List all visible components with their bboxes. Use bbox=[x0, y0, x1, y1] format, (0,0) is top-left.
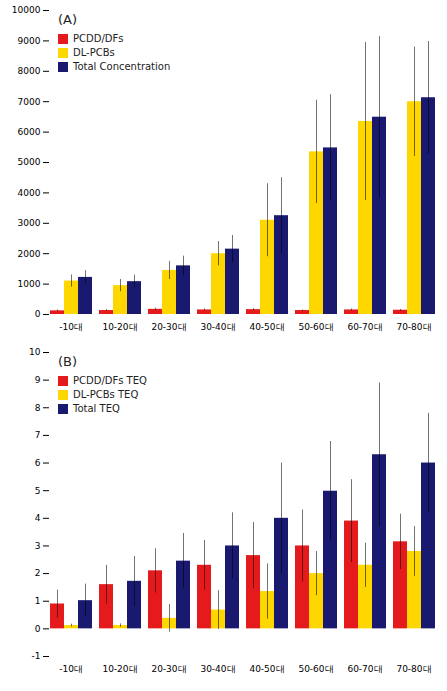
svg-text:-1: -1 bbox=[32, 651, 41, 661]
html-text:(A): (A) bbox=[58, 12, 77, 27]
svg-text:50-60대: 50-60대 bbox=[298, 664, 333, 674]
svg-text:2: 2 bbox=[35, 568, 41, 578]
svg-text:8000: 8000 bbox=[18, 66, 41, 76]
svg-text:40-50대: 40-50대 bbox=[249, 664, 284, 674]
svg-text:10-20대: 10-20대 bbox=[102, 322, 137, 332]
html-text:DL-PCBs TEQ: DL-PCBs TEQ bbox=[73, 389, 139, 400]
html-text:PCDD/DFs TEQ: PCDD/DFs TEQ bbox=[73, 375, 147, 386]
svg-text:3000: 3000 bbox=[18, 218, 41, 228]
svg-text:20-30대: 20-30대 bbox=[151, 322, 186, 332]
svg-text:-10대: -10대 bbox=[59, 664, 83, 674]
html-text:Total Concentration: Total Concentration bbox=[73, 61, 171, 72]
svg-text:0: 0 bbox=[35, 309, 41, 319]
svg-text:40-50대: 40-50대 bbox=[249, 322, 284, 332]
svg-text:-10대: -10대 bbox=[59, 322, 83, 332]
svg-text:60-70대: 60-70대 bbox=[347, 664, 382, 674]
svg-text:30-40대: 30-40대 bbox=[200, 322, 235, 332]
html-text:PCDD/DFs: PCDD/DFs bbox=[73, 33, 124, 44]
html-text:Total TEQ: Total TEQ bbox=[73, 403, 120, 414]
svg-text:1: 1 bbox=[35, 596, 41, 606]
svg-text:10: 10 bbox=[29, 347, 41, 357]
svg-text:0: 0 bbox=[35, 624, 41, 634]
svg-text:4000: 4000 bbox=[18, 188, 41, 198]
svg-text:7000: 7000 bbox=[18, 97, 41, 107]
svg-text:50-60대: 50-60대 bbox=[298, 322, 333, 332]
svg-text:7: 7 bbox=[35, 430, 41, 440]
svg-text:20-30대: 20-30대 bbox=[151, 664, 186, 674]
svg-text:8: 8 bbox=[35, 403, 41, 413]
svg-text:4: 4 bbox=[35, 513, 41, 523]
svg-text:9000: 9000 bbox=[18, 36, 41, 46]
svg-text:10000: 10000 bbox=[12, 5, 41, 15]
svg-text:5000: 5000 bbox=[18, 157, 41, 167]
html-text:DL-PCBs: DL-PCBs bbox=[73, 47, 115, 58]
svg-text:70-80대: 70-80대 bbox=[396, 664, 431, 674]
svg-text:6: 6 bbox=[35, 458, 41, 468]
svg-text:70-80대: 70-80대 bbox=[396, 322, 431, 332]
svg-text:2000: 2000 bbox=[18, 249, 41, 259]
svg-text:3: 3 bbox=[35, 541, 41, 551]
svg-text:9: 9 bbox=[35, 375, 41, 385]
svg-text:30-40대: 30-40대 bbox=[200, 664, 235, 674]
svg-text:10-20대: 10-20대 bbox=[102, 664, 137, 674]
svg-text:1000: 1000 bbox=[18, 279, 41, 289]
svg-text:6000: 6000 bbox=[18, 127, 41, 137]
svg-text:5: 5 bbox=[35, 486, 41, 496]
html-text:(B): (B) bbox=[58, 354, 78, 369]
svg-text:60-70대: 60-70대 bbox=[347, 322, 382, 332]
